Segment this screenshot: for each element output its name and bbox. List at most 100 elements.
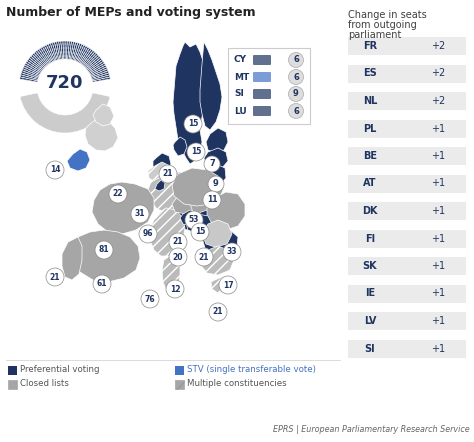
Polygon shape [93,104,114,126]
Circle shape [92,72,94,75]
Wedge shape [25,63,41,73]
Wedge shape [45,45,54,62]
Wedge shape [20,77,37,82]
Circle shape [22,77,24,79]
Text: 21: 21 [50,273,60,282]
Text: from outgoing: from outgoing [348,20,417,30]
Circle shape [68,43,71,46]
Wedge shape [78,46,88,63]
Wedge shape [89,63,105,73]
Wedge shape [79,47,90,63]
Text: IE: IE [365,289,375,298]
Circle shape [31,65,34,67]
Circle shape [209,303,227,321]
Circle shape [78,45,80,47]
Circle shape [100,73,103,76]
Circle shape [27,73,29,76]
Circle shape [68,55,71,57]
Circle shape [58,51,60,53]
Circle shape [52,44,55,47]
Circle shape [94,61,96,63]
Wedge shape [27,60,43,71]
Circle shape [46,268,64,286]
Wedge shape [29,56,44,69]
Circle shape [83,52,85,54]
Circle shape [31,58,33,61]
Text: Multiple constituencies: Multiple constituencies [187,380,287,389]
Wedge shape [20,75,38,81]
Circle shape [49,50,51,52]
Text: PL: PL [363,123,377,133]
Circle shape [62,43,64,45]
Circle shape [45,52,47,54]
Circle shape [48,46,50,48]
Text: Preferential voting: Preferential voting [20,366,100,374]
Wedge shape [28,58,43,70]
Circle shape [46,60,48,63]
Circle shape [34,68,36,70]
Circle shape [75,57,78,59]
Circle shape [131,205,149,223]
Circle shape [100,71,102,73]
Circle shape [98,79,100,81]
Wedge shape [81,49,93,65]
Circle shape [289,103,303,118]
Circle shape [48,59,51,61]
Circle shape [98,67,100,69]
Text: +1: +1 [431,316,445,326]
Polygon shape [153,153,171,172]
Text: MT: MT [234,72,249,81]
Circle shape [36,59,38,61]
FancyBboxPatch shape [253,106,271,116]
Text: STV (single transferable vote): STV (single transferable vote) [187,366,316,374]
Circle shape [32,63,35,65]
Circle shape [29,79,32,81]
Circle shape [87,54,89,57]
Wedge shape [22,69,39,77]
Circle shape [93,275,111,293]
Circle shape [57,56,59,58]
Text: 22: 22 [113,190,123,198]
FancyBboxPatch shape [348,202,466,220]
Circle shape [159,165,177,183]
Polygon shape [202,164,226,186]
Circle shape [166,280,184,298]
Circle shape [93,55,96,57]
FancyBboxPatch shape [348,37,466,55]
FancyBboxPatch shape [175,380,184,389]
Circle shape [30,76,33,79]
Polygon shape [67,149,90,171]
Circle shape [84,57,87,60]
Text: parliament: parliament [348,30,401,40]
Circle shape [86,49,89,51]
Circle shape [83,62,86,64]
Wedge shape [91,69,108,77]
Circle shape [43,63,45,66]
Text: ES: ES [363,69,377,79]
Circle shape [29,69,31,71]
Text: EPRS | European Parliamentary Research Service: EPRS | European Parliamentary Research S… [273,425,470,434]
Wedge shape [21,71,39,78]
Circle shape [95,63,98,65]
Circle shape [50,45,53,47]
Wedge shape [36,50,48,65]
Circle shape [169,248,187,266]
Text: +1: +1 [431,343,445,354]
Polygon shape [190,194,220,214]
Circle shape [26,78,28,80]
FancyBboxPatch shape [348,312,466,330]
Wedge shape [56,42,61,60]
FancyBboxPatch shape [348,285,466,302]
FancyBboxPatch shape [8,366,17,374]
Polygon shape [200,246,234,275]
Text: BE: BE [363,151,377,161]
Circle shape [73,44,75,46]
Circle shape [39,56,41,58]
Circle shape [64,55,66,57]
Circle shape [80,59,82,61]
Circle shape [59,55,62,57]
Polygon shape [173,42,208,164]
Circle shape [37,71,39,73]
Circle shape [89,56,91,58]
Circle shape [36,64,39,66]
